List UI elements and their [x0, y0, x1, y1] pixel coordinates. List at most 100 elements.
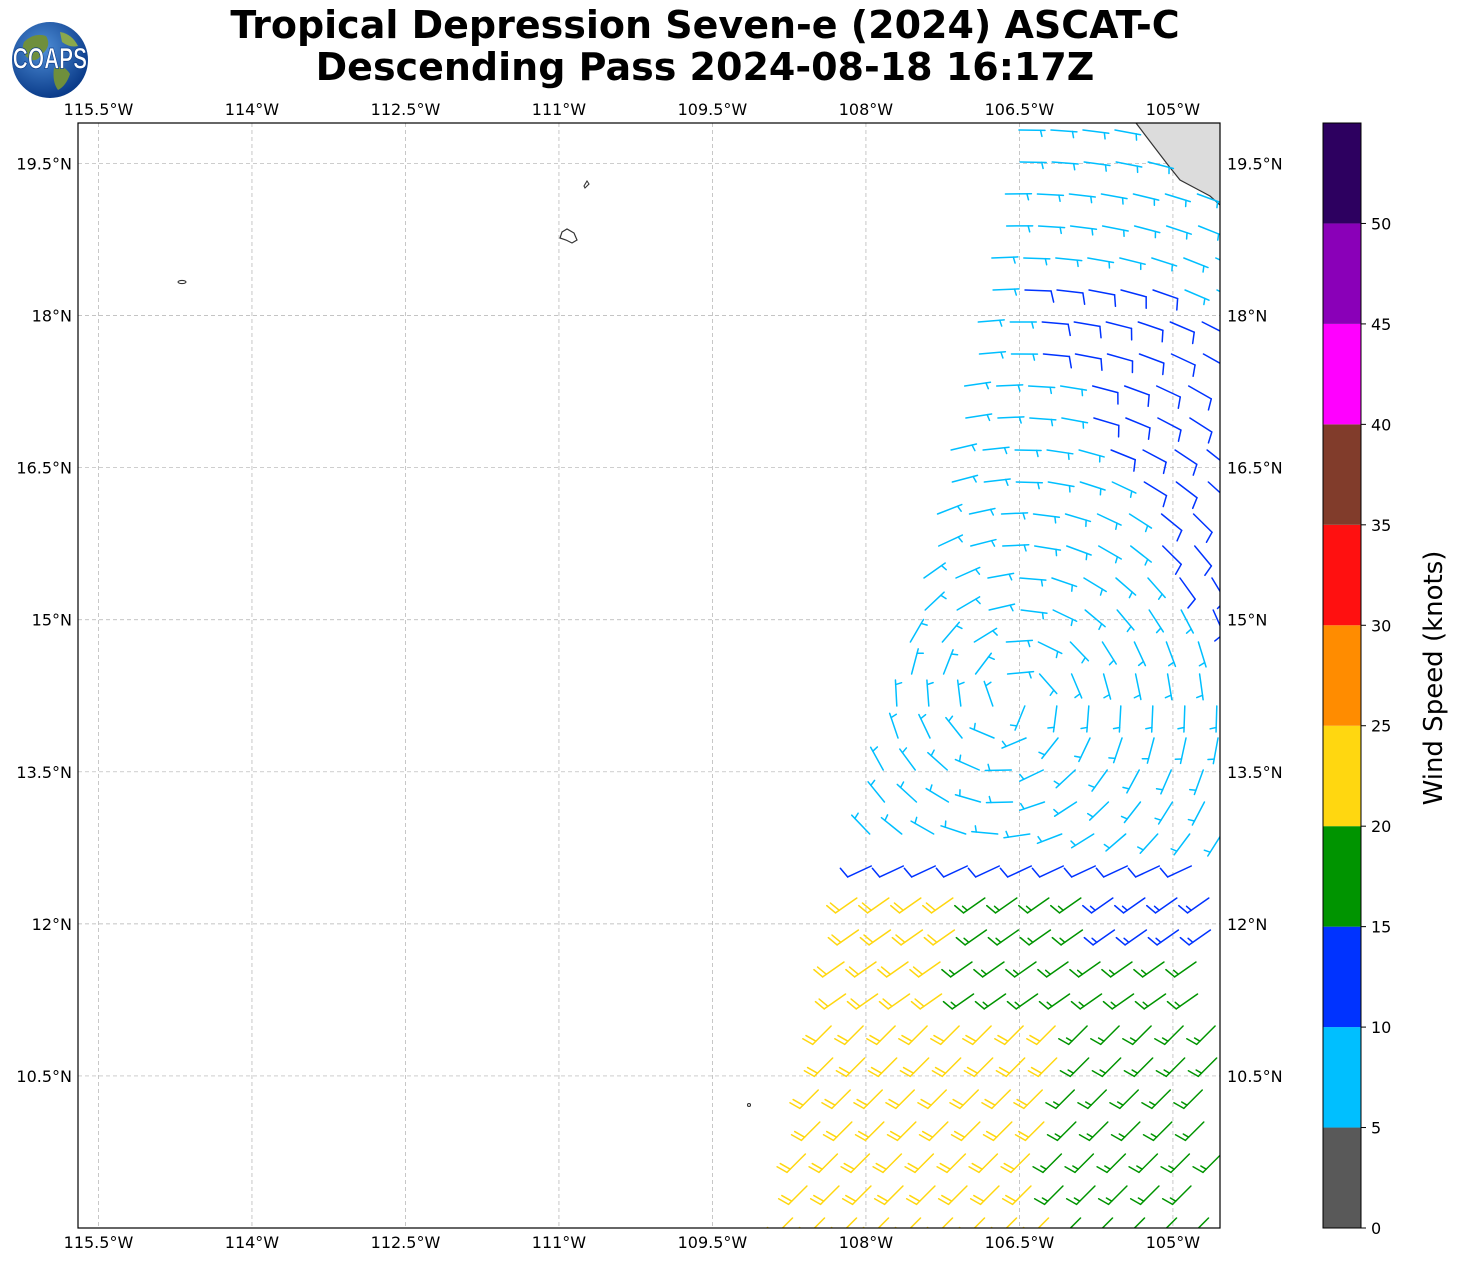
wind-barb — [1159, 865, 1193, 878]
lat-tick-left: 13.5°N — [16, 763, 72, 782]
wind-barb — [997, 416, 1025, 424]
wind-barb — [918, 713, 931, 739]
wind-barb — [1166, 993, 1199, 1010]
wind-barb — [1096, 1153, 1127, 1174]
lat-tick-right: 15°N — [1227, 611, 1267, 630]
wind-barb — [1014, 1121, 1045, 1142]
wind-barb — [873, 1185, 904, 1206]
wind-barb — [1162, 545, 1182, 575]
lat-tick-left: 18°N — [32, 307, 72, 326]
wind-barb — [1068, 193, 1097, 204]
colorbar: 0 5 10 15 20 25 30 35 40 45 50 — [1322, 122, 1391, 1238]
wind-barb — [878, 993, 911, 1010]
wind-barb — [1133, 225, 1161, 239]
island-san-benedicto — [583, 179, 590, 189]
wind-barb — [1197, 225, 1220, 241]
wind-barb — [809, 1185, 840, 1206]
wind-barb — [1070, 993, 1103, 1010]
wind-barb — [938, 534, 964, 547]
wind-barb — [974, 652, 996, 675]
wind-barb — [954, 789, 982, 803]
wind-barb — [1019, 577, 1047, 587]
wind-barb — [1082, 129, 1110, 140]
wind-barb — [1019, 161, 1047, 170]
wind-barb — [869, 746, 884, 771]
wind-barb — [1155, 1057, 1186, 1078]
wind-barb — [1197, 641, 1207, 668]
wind-barb — [950, 1121, 981, 1142]
lon-tick-bottom: 111°W — [532, 1233, 587, 1252]
colorbar-tick-label: 5 — [1371, 1119, 1381, 1138]
wind-barb — [1090, 1025, 1120, 1046]
wind-barb — [1154, 801, 1174, 825]
wind-barb — [1115, 577, 1137, 599]
lon-tick-bottom: 112.5°W — [371, 1233, 441, 1252]
lon-tick-bottom: 105°W — [1146, 1233, 1201, 1252]
wind-barb — [1000, 1153, 1031, 1174]
wind-barb — [909, 618, 928, 643]
wind-barb — [923, 562, 947, 579]
wind-barb — [1114, 129, 1142, 141]
wind-barb — [1215, 257, 1220, 261]
wind-barb — [983, 680, 994, 707]
wind-barb — [1101, 1217, 1114, 1228]
wind-barb — [1165, 961, 1197, 978]
wind-barb — [1055, 257, 1083, 268]
wind-barb — [1056, 289, 1086, 305]
wind-barb — [983, 478, 1011, 487]
wind-barb — [1122, 769, 1140, 794]
wind-barb — [1196, 193, 1220, 209]
wind-barb — [904, 1153, 935, 1174]
wind-barb — [937, 1185, 968, 1206]
wind-barb — [1088, 289, 1117, 308]
wind-barb — [988, 603, 1016, 612]
wind-barb — [880, 814, 903, 835]
wind-barb — [995, 1057, 1026, 1078]
colorbar-bin — [1323, 1127, 1361, 1228]
wind-barb — [1088, 769, 1108, 792]
wind-barb — [1037, 225, 1066, 235]
wind-barb — [981, 1089, 1011, 1110]
lat-tick-left: 16.5°N — [16, 459, 72, 478]
wind-barb — [1106, 353, 1134, 374]
wind-barb — [789, 1089, 819, 1110]
lon-tick-top: 109.5°W — [678, 100, 748, 119]
wind-barb — [1130, 545, 1152, 566]
wind-barb — [866, 1025, 896, 1046]
wind-barb — [982, 1121, 1013, 1142]
wind-barb — [888, 712, 899, 739]
island-socorro — [559, 228, 578, 244]
lon-tick-bottom: 106.5°W — [985, 1233, 1055, 1252]
wind-barb — [1160, 1153, 1191, 1174]
wind-barb — [990, 1217, 1018, 1228]
wind-barb — [1180, 609, 1195, 634]
wind-barb — [885, 1089, 915, 1110]
wind-barb — [1019, 801, 1046, 812]
lon-tick-top: 106.5°W — [985, 100, 1055, 119]
lat-tick-right: 18°N — [1227, 307, 1267, 326]
wind-barb — [1115, 929, 1148, 946]
colorbar-tick-label: 15 — [1371, 918, 1391, 937]
wind-barb — [853, 1089, 883, 1110]
colorbar-bin — [1323, 424, 1361, 525]
wind-barb — [1178, 897, 1210, 914]
wind-barb — [1212, 609, 1220, 642]
wind-barb — [1029, 417, 1057, 427]
wind-barb — [891, 929, 924, 946]
wind-barb — [1084, 609, 1106, 631]
wind-barb — [1187, 801, 1206, 826]
wind-barb — [954, 897, 986, 914]
wind-barb — [1202, 353, 1220, 365]
wind-barb — [798, 1217, 826, 1228]
wind-barb — [967, 865, 1001, 878]
wind-barb — [1165, 225, 1193, 240]
wind-barb — [1004, 193, 1033, 201]
wind-barb — [1058, 1025, 1088, 1046]
wind-barb — [969, 1185, 1000, 1206]
wind-barb — [1032, 1153, 1063, 1174]
wind-barb — [1064, 513, 1092, 528]
wind-barb — [1170, 833, 1191, 856]
wind-barb — [1148, 609, 1165, 634]
wind-barb — [1174, 737, 1187, 765]
island-small — [746, 1102, 752, 1108]
